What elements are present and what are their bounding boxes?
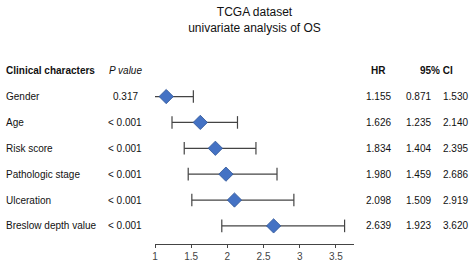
svg-text:0.317: 0.317 [113,91,138,102]
svg-text:HR: HR [371,65,386,76]
svg-text:2.686: 2.686 [443,169,468,180]
svg-text:1: 1 [152,251,158,262]
svg-text:1.834: 1.834 [366,143,391,154]
svg-text:< 0.001: < 0.001 [108,169,142,180]
svg-text:1.530: 1.530 [443,91,468,102]
svg-text:< 0.001: < 0.001 [108,195,142,206]
svg-text:2.639: 2.639 [366,220,391,231]
svg-text:0.871: 0.871 [406,91,431,102]
svg-text:1.459: 1.459 [406,169,431,180]
svg-text:Clinical characters: Clinical characters [6,65,95,76]
svg-text:< 0.001: < 0.001 [108,220,142,231]
svg-text:2.140: 2.140 [443,117,468,128]
svg-text:P value: P value [109,65,142,76]
svg-text:Breslow depth value: Breslow depth value [6,220,96,231]
svg-text:3: 3 [297,251,303,262]
svg-text:Pathologic stage: Pathologic stage [6,169,80,180]
svg-text:< 0.001: < 0.001 [108,117,142,128]
svg-text:< 0.001: < 0.001 [108,143,142,154]
svg-text:Ulceration: Ulceration [6,195,51,206]
svg-text:2.919: 2.919 [443,195,468,206]
svg-text:3.620: 3.620 [443,220,468,231]
svg-text:95% CI: 95% CI [420,65,453,76]
svg-text:1.5: 1.5 [184,251,198,262]
svg-text:Gender: Gender [6,91,40,102]
svg-text:1.980: 1.980 [366,169,391,180]
svg-text:2.395: 2.395 [443,143,468,154]
svg-text:TCGA datasetunivariate analysi: TCGA datasetunivariate analysis of OS [188,5,321,35]
svg-text:1.509: 1.509 [406,195,431,206]
svg-text:Age: Age [6,117,24,128]
svg-text:3.5: 3.5 [329,251,343,262]
svg-text:1.235: 1.235 [406,117,431,128]
svg-text:2: 2 [225,251,231,262]
svg-text:Risk score: Risk score [6,143,53,154]
svg-text:1.155: 1.155 [366,91,391,102]
svg-text:2.098: 2.098 [366,195,391,206]
svg-text:1.923: 1.923 [406,220,431,231]
svg-text:1.626: 1.626 [366,117,391,128]
svg-text:2.5: 2.5 [257,251,271,262]
svg-text:1.404: 1.404 [406,143,431,154]
